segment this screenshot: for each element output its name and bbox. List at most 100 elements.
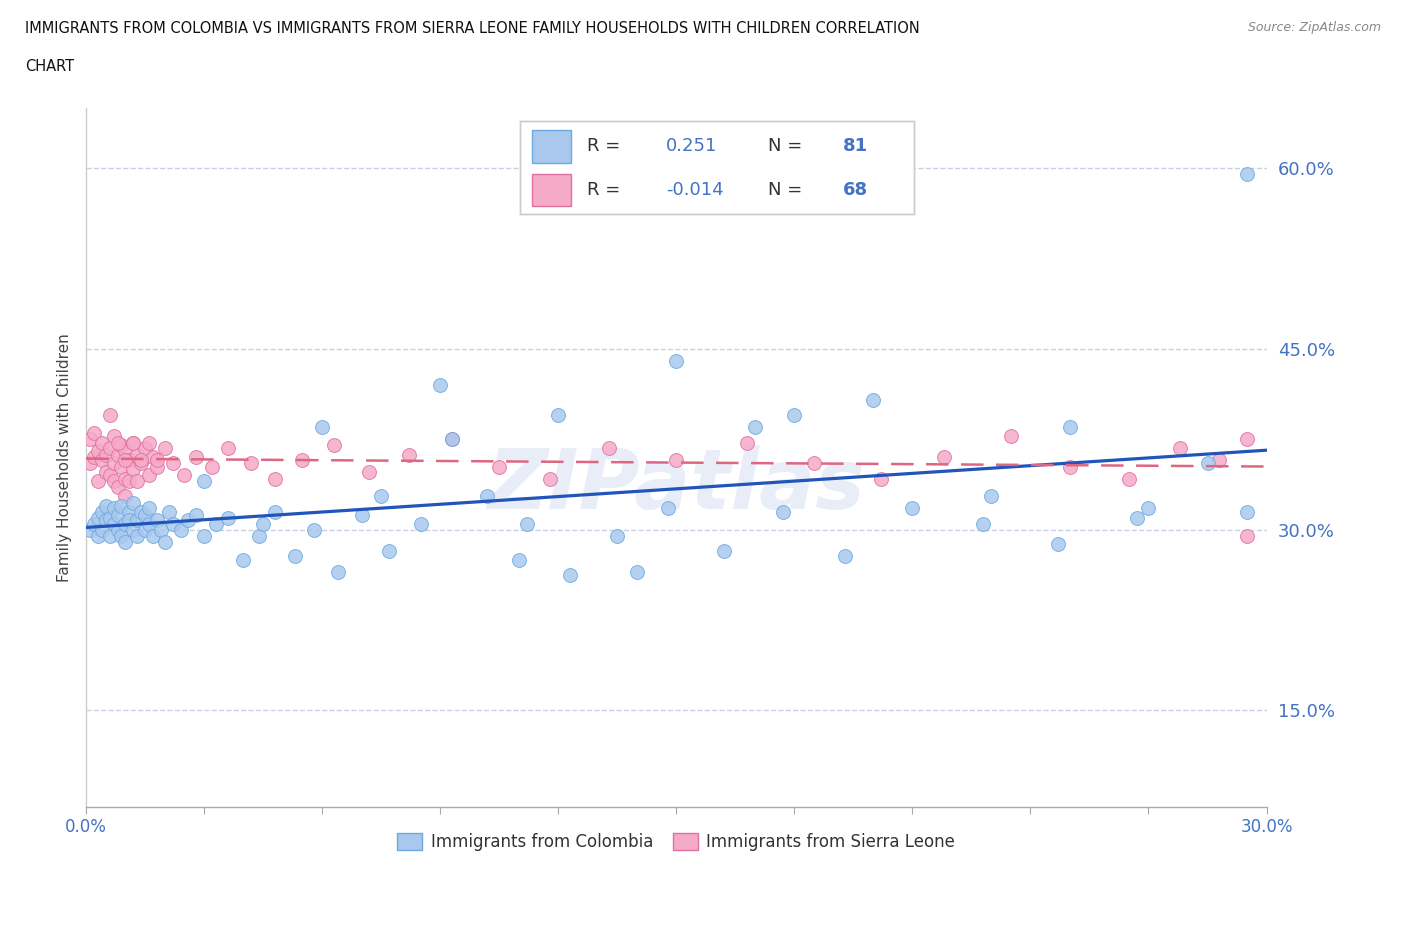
Point: [87, 511, 110, 525]
Point: [217, 511, 239, 525]
Point: [323, 438, 346, 453]
Point: [114, 452, 136, 467]
Point: [83, 426, 105, 441]
Point: [94, 447, 117, 462]
Point: [201, 459, 224, 474]
Text: ZIPatlas: ZIPatlas: [488, 445, 865, 525]
Point: [94, 512, 117, 527]
Point: [107, 447, 129, 462]
Point: [90, 435, 112, 450]
Point: [264, 472, 287, 486]
Point: [129, 452, 152, 467]
Point: [98, 511, 121, 525]
Point: [90, 452, 112, 467]
Point: [713, 544, 735, 559]
Point: [87, 474, 110, 489]
Point: [932, 450, 955, 465]
Point: [1046, 537, 1069, 551]
Point: [87, 528, 110, 543]
Point: [98, 407, 121, 422]
Point: [1236, 432, 1258, 446]
Point: [1168, 440, 1191, 455]
Point: [440, 432, 463, 446]
Point: [177, 512, 200, 527]
Point: [98, 528, 121, 543]
Point: [103, 500, 125, 515]
Point: [90, 522, 112, 537]
Point: [122, 522, 145, 537]
Point: [398, 447, 420, 462]
Point: [980, 488, 1002, 503]
Y-axis label: Family Households with Children: Family Households with Children: [58, 333, 72, 581]
Point: [304, 522, 326, 537]
Point: [118, 452, 141, 467]
Point: [98, 468, 121, 483]
Point: [291, 452, 314, 467]
Point: [87, 444, 110, 458]
Point: [98, 440, 121, 455]
Point: [114, 488, 136, 503]
Point: [114, 516, 136, 531]
Point: [1137, 500, 1160, 515]
Point: [186, 450, 208, 465]
Point: [162, 516, 184, 531]
Point: [103, 516, 125, 531]
Point: [477, 488, 499, 503]
Point: [79, 522, 101, 537]
Text: -0.014: -0.014: [666, 180, 724, 199]
Point: [134, 522, 156, 537]
Text: 68: 68: [844, 180, 868, 199]
Point: [138, 468, 160, 483]
Point: [606, 528, 628, 543]
Point: [169, 522, 191, 537]
Point: [118, 504, 141, 519]
Point: [626, 565, 648, 579]
Point: [547, 407, 569, 422]
Text: R =: R =: [588, 180, 626, 199]
Point: [153, 534, 176, 549]
Point: [232, 552, 254, 567]
Point: [122, 435, 145, 450]
Point: [326, 565, 349, 579]
Point: [122, 462, 145, 477]
Point: [665, 452, 688, 467]
Text: N =: N =: [768, 137, 808, 155]
Point: [110, 438, 132, 453]
Point: [834, 549, 856, 564]
Point: [1208, 452, 1230, 467]
Point: [114, 472, 136, 486]
Point: [146, 512, 169, 527]
Point: [862, 392, 884, 407]
Point: [1000, 428, 1022, 443]
Point: [127, 447, 149, 462]
Point: [440, 432, 463, 446]
Point: [558, 568, 581, 583]
Point: [103, 474, 125, 489]
Point: [488, 459, 510, 474]
Point: [107, 435, 129, 450]
Point: [146, 459, 169, 474]
Point: [538, 472, 561, 486]
Point: [598, 440, 620, 455]
Point: [264, 504, 287, 519]
Point: [127, 512, 149, 527]
Point: [901, 500, 924, 515]
Point: [193, 528, 215, 543]
Point: [247, 528, 270, 543]
Point: [186, 508, 208, 523]
Point: [803, 456, 825, 471]
Point: [1059, 419, 1081, 434]
Point: [1197, 456, 1219, 471]
Point: [127, 528, 149, 543]
Point: [118, 474, 141, 489]
Point: [870, 472, 893, 486]
Point: [1118, 472, 1140, 486]
Point: [129, 504, 152, 519]
Legend: Immigrants from Colombia, Immigrants from Sierra Leone: Immigrants from Colombia, Immigrants fro…: [391, 826, 962, 857]
Point: [146, 452, 169, 467]
Point: [110, 498, 132, 513]
Point: [350, 508, 373, 523]
Point: [744, 419, 766, 434]
Point: [173, 468, 195, 483]
Point: [110, 528, 132, 543]
